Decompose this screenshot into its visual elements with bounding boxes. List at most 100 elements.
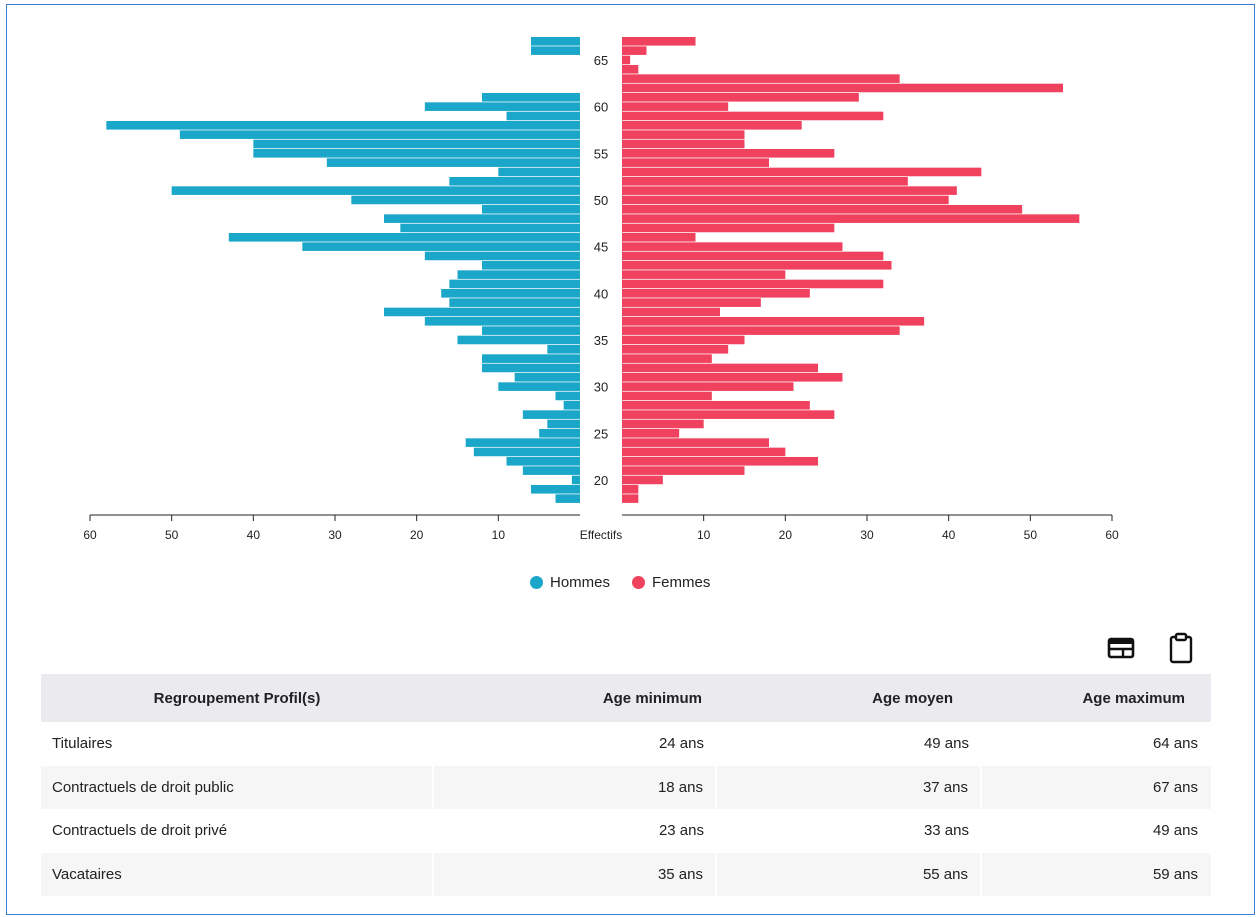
bar-hommes-age-46[interactable] xyxy=(228,232,581,242)
bar-femmes-age-26[interactable] xyxy=(622,419,704,429)
bar-femmes-age-53[interactable] xyxy=(622,167,982,177)
bar-hommes-age-54[interactable] xyxy=(326,158,580,167)
bar-femmes-age-63[interactable] xyxy=(622,74,900,83)
bar-femmes-age-39[interactable] xyxy=(622,298,761,307)
bar-hommes-age-44[interactable] xyxy=(424,251,580,261)
bar-hommes-age-27[interactable] xyxy=(522,410,580,419)
bar-femmes-age-23[interactable] xyxy=(622,447,786,457)
bar-femmes-age-65[interactable] xyxy=(622,55,631,65)
bar-femmes-age-54[interactable] xyxy=(622,158,769,167)
bar-femmes-age-42[interactable] xyxy=(622,270,786,279)
bar-hommes-age-52[interactable] xyxy=(449,176,580,186)
bar-hommes-age-37[interactable] xyxy=(424,316,580,326)
bar-femmes-age-32[interactable] xyxy=(622,363,818,373)
bar-femmes-age-55[interactable] xyxy=(622,148,835,158)
bar-femmes-age-28[interactable] xyxy=(622,400,810,410)
bar-hommes-age-21[interactable] xyxy=(522,466,580,475)
bar-hommes-age-51[interactable] xyxy=(171,186,580,195)
bar-hommes-age-35[interactable] xyxy=(457,335,581,345)
bar-femmes-age-35[interactable] xyxy=(622,335,745,345)
bar-femmes-age-48[interactable] xyxy=(622,214,1080,223)
bar-hommes-age-31[interactable] xyxy=(514,372,580,382)
legend-item-hommes[interactable]: Hommes xyxy=(530,574,610,591)
bar-hommes-age-33[interactable] xyxy=(482,354,580,363)
bar-hommes-age-56[interactable] xyxy=(253,139,581,149)
bar-hommes-age-45[interactable] xyxy=(302,242,580,251)
column-header-age-maximum[interactable]: Age maximum xyxy=(1082,689,1185,707)
bar-femmes-age-47[interactable] xyxy=(622,223,835,233)
bar-hommes-age-39[interactable] xyxy=(449,298,580,307)
bar-hommes-age-66[interactable] xyxy=(531,46,580,55)
bar-femmes-age-34[interactable] xyxy=(622,344,729,354)
bar-femmes-age-44[interactable] xyxy=(622,251,884,261)
column-header-age-minimum[interactable]: Age minimum xyxy=(602,689,702,707)
bar-femmes-age-29[interactable] xyxy=(622,391,712,401)
bar-femmes-age-67[interactable] xyxy=(622,37,696,46)
bar-femmes-age-46[interactable] xyxy=(622,232,696,242)
bar-hommes-age-24[interactable] xyxy=(465,438,580,447)
bar-femmes-age-19[interactable] xyxy=(622,484,639,494)
bar-hommes-age-50[interactable] xyxy=(351,195,580,205)
bar-femmes-age-43[interactable] xyxy=(622,260,892,270)
bar-femmes-age-56[interactable] xyxy=(622,139,745,149)
bar-femmes-age-60[interactable] xyxy=(622,102,729,111)
bar-hommes-age-29[interactable] xyxy=(555,391,581,401)
bar-femmes-age-61[interactable] xyxy=(622,92,859,102)
bar-hommes-age-41[interactable] xyxy=(449,279,580,289)
bar-hommes-age-18[interactable] xyxy=(555,494,581,503)
bar-femmes-age-21[interactable] xyxy=(622,466,745,475)
bar-femmes-age-49[interactable] xyxy=(622,204,1023,214)
bar-femmes-age-50[interactable] xyxy=(622,195,949,205)
column-header-age-moyen[interactable]: Age moyen xyxy=(872,689,953,707)
bar-hommes-age-57[interactable] xyxy=(179,130,581,139)
bar-femmes-age-58[interactable] xyxy=(622,120,802,130)
bar-femmes-age-57[interactable] xyxy=(622,130,745,139)
bar-hommes-age-20[interactable] xyxy=(571,475,580,485)
bar-hommes-age-61[interactable] xyxy=(482,92,580,102)
bar-hommes-age-36[interactable] xyxy=(482,326,580,335)
bar-femmes-age-62[interactable] xyxy=(622,83,1063,93)
bar-hommes-age-60[interactable] xyxy=(424,102,580,111)
bar-femmes-age-51[interactable] xyxy=(622,186,957,195)
bar-hommes-age-42[interactable] xyxy=(457,270,581,279)
bar-femmes-age-37[interactable] xyxy=(622,316,925,326)
bar-femmes-age-41[interactable] xyxy=(622,279,884,289)
bar-hommes-age-55[interactable] xyxy=(253,148,581,158)
bar-hommes-age-43[interactable] xyxy=(482,260,580,270)
bar-femmes-age-66[interactable] xyxy=(622,46,647,55)
bar-femmes-age-31[interactable] xyxy=(622,372,843,382)
bar-hommes-age-48[interactable] xyxy=(384,214,580,223)
bar-hommes-age-26[interactable] xyxy=(547,419,580,429)
bar-femmes-age-33[interactable] xyxy=(622,354,712,363)
table-view-button[interactable] xyxy=(1106,632,1136,664)
bar-hommes-age-23[interactable] xyxy=(473,447,580,457)
bar-femmes-age-45[interactable] xyxy=(622,242,843,251)
bar-hommes-age-34[interactable] xyxy=(547,344,580,354)
bar-hommes-age-53[interactable] xyxy=(498,167,580,177)
bar-femmes-age-27[interactable] xyxy=(622,410,835,419)
copy-clipboard-button[interactable] xyxy=(1166,632,1196,664)
bar-hommes-age-59[interactable] xyxy=(506,111,581,121)
bar-hommes-age-38[interactable] xyxy=(384,307,580,317)
bar-femmes-age-59[interactable] xyxy=(622,111,884,121)
column-header-profil[interactable]: Regroupement Profil(s) xyxy=(153,689,321,707)
bar-hommes-age-28[interactable] xyxy=(563,400,580,410)
bar-hommes-age-30[interactable] xyxy=(498,382,580,391)
bar-hommes-age-25[interactable] xyxy=(539,428,580,438)
bar-hommes-age-49[interactable] xyxy=(482,204,580,214)
bar-femmes-age-24[interactable] xyxy=(622,438,769,447)
bar-hommes-age-32[interactable] xyxy=(482,363,580,373)
bar-femmes-age-25[interactable] xyxy=(622,428,680,438)
bar-femmes-age-40[interactable] xyxy=(622,288,810,298)
bar-hommes-age-67[interactable] xyxy=(531,37,580,46)
bar-femmes-age-38[interactable] xyxy=(622,307,720,317)
bar-femmes-age-18[interactable] xyxy=(622,494,639,503)
bar-hommes-age-58[interactable] xyxy=(106,120,580,130)
bar-femmes-age-22[interactable] xyxy=(622,456,818,466)
bar-hommes-age-47[interactable] xyxy=(400,223,580,233)
bar-hommes-age-40[interactable] xyxy=(441,288,580,298)
bar-femmes-age-20[interactable] xyxy=(622,475,663,485)
bar-femmes-age-64[interactable] xyxy=(622,64,639,74)
bar-femmes-age-30[interactable] xyxy=(622,382,794,391)
bar-hommes-age-22[interactable] xyxy=(506,456,581,466)
